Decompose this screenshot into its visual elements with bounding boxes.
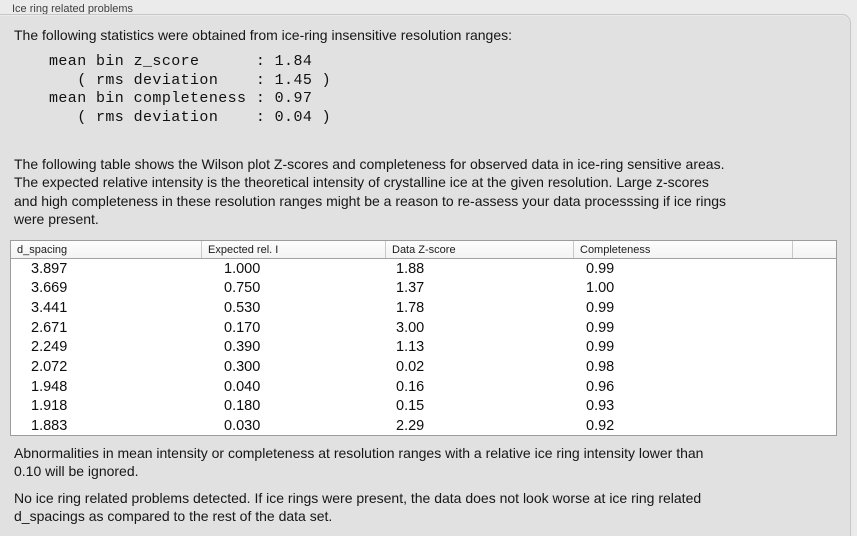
table-cell: 0.170 [224, 319, 261, 336]
table-cell: 1.78 [396, 300, 425, 317]
table-row[interactable]: 3.441 0.530 1.78 0.99 [11, 298, 836, 318]
table-cell: 3.00 [396, 319, 425, 336]
column-header-expected-rel-i[interactable]: Expected rel. I [201, 241, 385, 258]
table-header-row: d_spacing Expected rel. I Data Z-score Comp… [11, 241, 836, 259]
ice-ring-table[interactable]: d_spacing Expected rel. I Data Z-score Comp… [10, 240, 837, 436]
table-cell: 0.99 [586, 300, 615, 317]
table-cell: 0.750 [224, 280, 261, 297]
table-row[interactable]: 1.883 0.030 2.29 0.92 [11, 416, 836, 435]
column-header-data-z-score[interactable]: Data Z-score [385, 241, 573, 258]
table-cell: 1.88 [396, 260, 425, 277]
table-cell: 0.180 [224, 398, 261, 415]
conclusion-note: No ice ring related problems detected. I… [14, 490, 702, 525]
table-cell: 1.948 [31, 378, 68, 395]
table-row[interactable]: 3.669 0.750 1.37 1.00 [11, 279, 836, 299]
stats-intro-text: The following statistics were obtained f… [14, 27, 513, 43]
table-row[interactable]: 2.249 0.390 1.13 0.99 [11, 338, 836, 358]
group-box-title: Ice ring related problems [12, 3, 134, 15]
table-cell: 0.15 [396, 398, 425, 415]
table-cell: 0.390 [224, 339, 261, 356]
table-cell: 2.29 [396, 417, 425, 434]
table-cell: 0.92 [586, 417, 615, 434]
table-cell: 1.37 [396, 280, 425, 297]
table-cell: 0.040 [224, 378, 261, 395]
table-row[interactable]: 3.897 1.000 1.88 0.99 [11, 259, 836, 279]
table-cell: 1.00 [586, 280, 615, 297]
table-row[interactable]: 1.948 0.040 0.16 0.96 [11, 377, 836, 397]
table-cell: 0.300 [224, 359, 261, 376]
table-cell: 2.249 [31, 339, 68, 356]
table-cell: 0.16 [396, 378, 425, 395]
table-cell: 3.897 [31, 260, 68, 277]
table-cell: 3.669 [31, 280, 68, 297]
table-cell: 0.96 [586, 378, 615, 395]
stats-values-block: mean bin z_score : 1.84 ( rms deviation … [49, 53, 332, 126]
table-cell: 0.99 [586, 339, 615, 356]
table-cell: 2.671 [31, 319, 68, 336]
column-header-d-spacing[interactable]: d_spacing [17, 244, 68, 256]
table-cell: 0.530 [224, 300, 261, 317]
table-cell: 2.072 [31, 359, 68, 376]
table-cell: 3.441 [31, 300, 68, 317]
table-description-text: The following table shows the Wilson plo… [14, 156, 727, 227]
ignore-threshold-note: Abnormalities in mean intensity or compl… [14, 445, 704, 480]
table-cell: 1.883 [31, 417, 68, 434]
table-cell: 1.13 [396, 339, 425, 356]
table-row[interactable]: 2.072 0.300 0.02 0.98 [11, 357, 836, 377]
column-header-spacer [792, 241, 836, 258]
table-cell: 0.99 [586, 260, 615, 277]
table-cell: 1.918 [31, 398, 68, 415]
table-cell: 0.99 [586, 319, 615, 336]
table-cell: 1.000 [224, 260, 261, 277]
column-header-completeness[interactable]: Completeness [573, 241, 792, 258]
table-row[interactable]: 2.671 0.170 3.00 0.99 [11, 318, 836, 338]
table-body: 3.897 1.000 1.88 0.99 3.669 0.750 1.37 1.00 3.44… [11, 259, 836, 435]
table-cell: 0.93 [586, 398, 615, 415]
table-cell: 0.030 [224, 417, 261, 434]
table-row[interactable]: 1.918 0.180 0.15 0.93 [11, 396, 836, 416]
table-cell: 0.02 [396, 359, 425, 376]
table-cell: 0.98 [586, 359, 615, 376]
